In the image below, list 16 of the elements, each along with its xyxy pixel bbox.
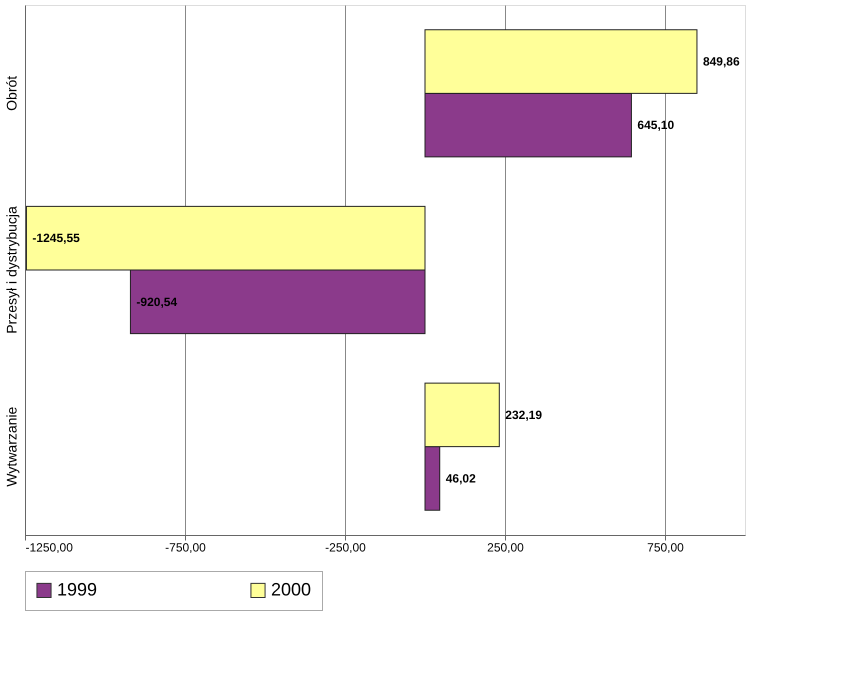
- data-label: -1245,55: [32, 231, 80, 246]
- data-label: 232,19: [505, 408, 542, 422]
- legend-label: 1999: [57, 579, 98, 600]
- data-label: 849,86: [702, 54, 740, 69]
- legend-label: 2000: [271, 579, 312, 600]
- x-tick-label: 750,00: [647, 540, 684, 554]
- data-label: 645,10: [637, 118, 674, 132]
- x-tick-label: 250,00: [487, 540, 524, 554]
- x-tick-label: -750,00: [165, 540, 206, 554]
- y-tick-label: Obrót: [4, 76, 20, 111]
- data-label: -920,54: [136, 294, 178, 309]
- x-tick-label: -1250,00: [26, 540, 74, 554]
- y-tick-label: Wytwarzanie: [4, 406, 20, 487]
- x-tick-label: -250,00: [325, 540, 366, 554]
- y-tick-label: Przesył i dystrybucja: [4, 206, 20, 334]
- data-label: 46,02: [446, 471, 476, 486]
